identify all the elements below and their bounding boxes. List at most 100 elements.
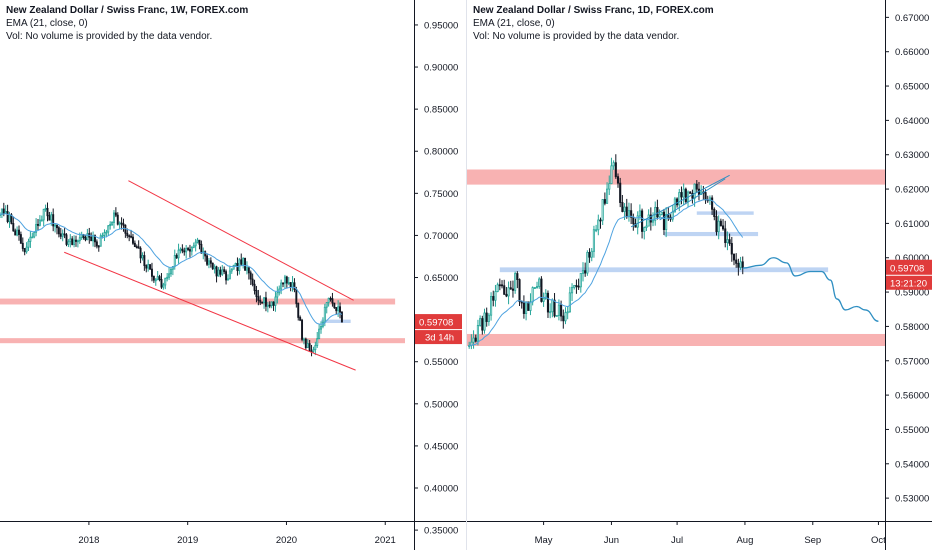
weekly-candle [128, 235, 131, 238]
daily-candle [474, 337, 477, 342]
weekly-chart-canvas[interactable]: 0.95000 0.90000 0.85000 0.80000 0.75000 0.700… [0, 0, 466, 550]
daily-candle [595, 229, 598, 232]
daily-price-badge-label: 0.59708 [890, 263, 924, 274]
weekly-ema-label: EMA (21, close, 0) [6, 18, 88, 29]
daily-candle [483, 312, 486, 331]
weekly-candle [253, 283, 256, 291]
daily-candle [566, 311, 569, 314]
weekly-candle [175, 255, 178, 259]
daily-candle [511, 288, 515, 291]
daily-candle [606, 188, 609, 204]
weekly-candle [29, 236, 32, 242]
weekly-candle [101, 235, 104, 237]
daily-chart-panel[interactable]: New Zealand Dollar / Swiss Franc, 1D, FO… [466, 0, 932, 550]
daily-x-tick-label: Sep [804, 535, 821, 546]
daily-candle [741, 261, 744, 269]
daily-candle [533, 287, 536, 289]
daily-y-tick-label: 0.59000 [895, 288, 929, 299]
weekly-candle [242, 258, 245, 265]
weekly-x-tick-label: 2021 [375, 535, 396, 546]
daily-candle [724, 228, 727, 244]
daily-candle [638, 210, 641, 217]
weekly-candle [230, 268, 233, 272]
weekly-y-tick-label: 0.85000 [424, 105, 458, 116]
daily-candle [487, 314, 490, 322]
daily-candle [719, 220, 722, 227]
daily-y-tick-label: 0.60000 [895, 253, 929, 264]
daily-candle [544, 292, 547, 299]
weekly-candle [217, 269, 220, 277]
weekly-candle [141, 255, 144, 259]
weekly-candle [226, 278, 229, 281]
daily-blue-zone-2 [499, 267, 829, 273]
daily-candle [726, 239, 729, 244]
weekly-candle [35, 224, 38, 233]
weekly-blue-zone-2 [321, 319, 351, 323]
daily-candle [551, 299, 554, 313]
weekly-candle [209, 260, 212, 264]
weekly-candle [44, 207, 47, 210]
weekly-candle [147, 264, 150, 269]
daily-countdown-badge [885, 275, 932, 290]
daily-candle [579, 272, 582, 288]
weekly-channel-line-0 [128, 180, 354, 301]
weekly-candle [299, 317, 302, 321]
weekly-candle [54, 224, 57, 227]
daily-candle [715, 216, 718, 233]
daily-candle [689, 191, 692, 194]
weekly-candle [122, 223, 125, 226]
weekly-candle [25, 246, 28, 253]
daily-candle [476, 325, 479, 342]
weekly-y-tick-label: 0.70000 [424, 231, 458, 242]
weekly-y-tick-label: 0.35000 [424, 526, 458, 537]
daily-candle [608, 183, 611, 190]
weekly-candle [164, 277, 167, 286]
daily-y-tick-label: 0.66000 [895, 47, 929, 58]
daily-candle [531, 287, 534, 303]
daily-chart-canvas[interactable]: 0.67000 0.66000 0.65000 0.64000 0.63000 0.620… [467, 0, 932, 550]
weekly-candle [295, 289, 298, 304]
daily-y-tick-label: 0.61000 [895, 219, 929, 230]
daily-y-tick-label: 0.63000 [895, 150, 929, 161]
daily-candle [660, 211, 663, 215]
weekly-price-badge [414, 314, 462, 330]
weekly-candle [97, 245, 100, 248]
daily-candle [490, 296, 493, 316]
daily-candle [684, 188, 687, 202]
weekly-candle [12, 223, 15, 232]
weekly-candle [259, 300, 262, 303]
weekly-y-tick-label: 0.95000 [424, 20, 458, 31]
daily-x-tick-label: Jul [671, 535, 683, 546]
weekly-candle [225, 271, 228, 281]
weekly-candle [280, 282, 283, 290]
daily-candle [682, 188, 685, 198]
weekly-candle [283, 276, 286, 284]
weekly-candle [139, 247, 142, 259]
weekly-chart-panel[interactable]: New Zealand Dollar / Swiss Franc, 1W, FO… [0, 0, 466, 550]
daily-candle [560, 304, 563, 317]
weekly-candle [103, 232, 106, 236]
weekly-candle [251, 278, 254, 285]
weekly-candle [238, 259, 241, 272]
weekly-candle [107, 225, 110, 233]
weekly-candle [179, 248, 182, 251]
daily-candle [546, 292, 550, 313]
weekly-red-zone-1 [0, 338, 405, 344]
weekly-candle [69, 238, 72, 243]
daily-candle [514, 273, 517, 291]
daily-wedge-line-0 [630, 174, 730, 228]
daily-x-tick-label: May [535, 535, 553, 546]
weekly-candle [188, 249, 191, 252]
weekly-candle [247, 267, 250, 274]
daily-y-tick-label: 0.65000 [895, 82, 929, 93]
daily-candle [472, 337, 475, 343]
weekly-candle [75, 239, 77, 242]
daily-chart-legend: New Zealand Dollar / Swiss Franc, 1D, FO… [473, 4, 714, 43]
weekly-candle [270, 301, 273, 306]
weekly-candle [135, 246, 138, 249]
weekly-x-tick-label: 2018 [78, 535, 99, 546]
weekly-candle [67, 241, 70, 245]
daily-candle [680, 192, 683, 198]
weekly-candle [329, 297, 332, 300]
daily-candle [588, 252, 591, 258]
